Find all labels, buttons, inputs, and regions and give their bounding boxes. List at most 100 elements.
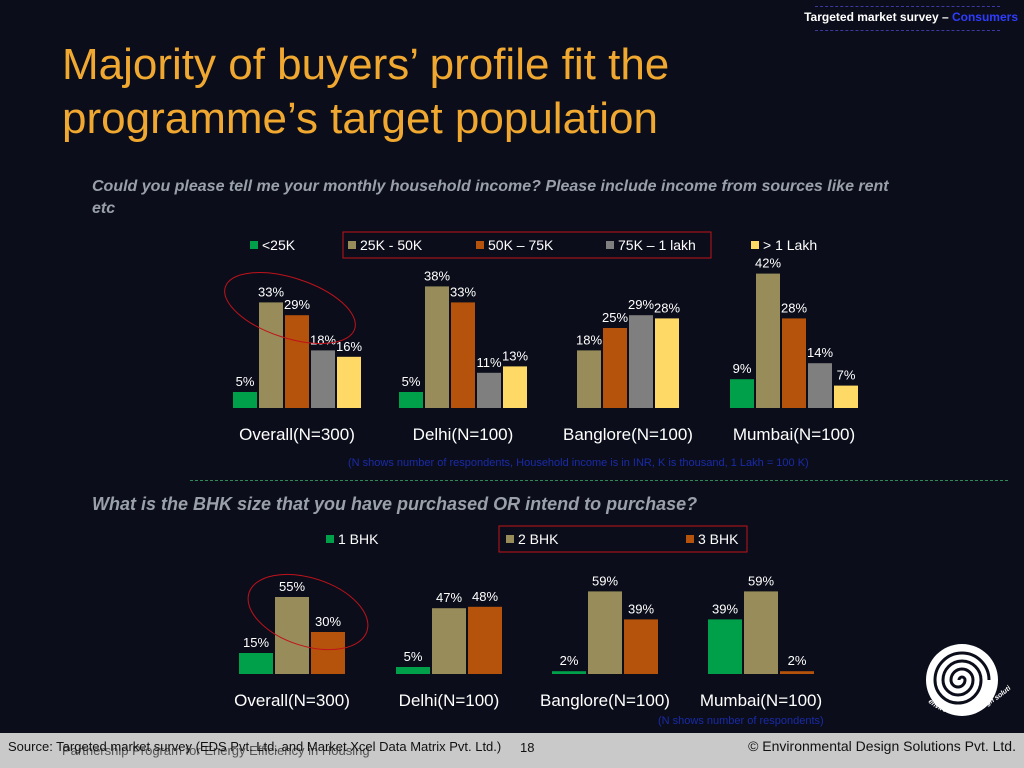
legend-label: 2 BHK <box>518 531 559 547</box>
legend-swatch <box>686 535 694 543</box>
data-label: 29% <box>628 297 654 312</box>
bar <box>624 619 658 674</box>
bar <box>834 385 858 408</box>
section-divider <box>190 480 1008 481</box>
bar <box>780 671 814 674</box>
bar <box>744 591 778 674</box>
legend-label: 3 BHK <box>698 531 739 547</box>
legend-label: > 1 Lakh <box>763 237 817 253</box>
bar <box>588 591 622 674</box>
data-label: 9% <box>733 361 752 376</box>
bar <box>451 302 475 408</box>
category-label: Mumbai(N=100) <box>700 691 822 710</box>
bar <box>233 392 257 408</box>
bar <box>629 315 653 408</box>
data-label: 42% <box>755 256 781 271</box>
data-label: 47% <box>436 590 462 605</box>
bar <box>468 606 502 674</box>
data-label: 30% <box>315 614 341 629</box>
bhk-chart: 1 BHK 2 BHK 3 BHK 15% 55% 30% Overall(N=300) 5%… <box>234 525 822 710</box>
section-tag-prefix: Targeted market survey – <box>804 10 952 24</box>
bar <box>782 318 806 408</box>
category-label: Delhi(N=100) <box>413 425 514 444</box>
data-label: 29% <box>284 297 310 312</box>
legend-label: 75K – 1 lakh <box>618 237 696 253</box>
data-label: 7% <box>837 368 856 383</box>
eds-logo: environmental design solutions <box>920 640 1013 716</box>
data-label: 5% <box>236 374 255 389</box>
data-label: 5% <box>402 374 421 389</box>
bar <box>311 632 345 674</box>
bar <box>756 273 780 408</box>
bar <box>603 328 627 408</box>
income-note: (N shows number of respondents, Househol… <box>348 457 809 469</box>
bar <box>477 372 501 408</box>
bar <box>396 667 430 674</box>
bar <box>503 366 527 408</box>
category-label: Mumbai(N=100) <box>733 425 855 444</box>
data-label: 5% <box>404 649 423 664</box>
footer-program: Partnership Program for Energy Efficienc… <box>62 743 370 758</box>
category-label: Banglore(N=100) <box>563 425 693 444</box>
bar <box>552 671 586 674</box>
bhk-question: What is the BHK size that you have purch… <box>92 494 698 514</box>
data-label: 16% <box>336 339 362 354</box>
data-label: 59% <box>592 573 618 588</box>
legend-label: 25K - 50K <box>360 237 423 253</box>
data-label: 33% <box>450 284 476 299</box>
category-label: Delhi(N=100) <box>399 691 500 710</box>
data-label: 39% <box>712 601 738 616</box>
copyright: © Environmental Design Solutions Pvt. Lt… <box>748 738 1016 754</box>
footer-source: Source: Targeted market survey (EDS Pvt.… <box>8 739 502 754</box>
header-rule-bottom <box>815 30 1000 31</box>
data-label: 39% <box>628 601 654 616</box>
bar <box>708 619 742 674</box>
data-label: 28% <box>781 300 807 315</box>
header-rule-top <box>815 6 1000 7</box>
bar <box>259 302 283 408</box>
data-label: 18% <box>310 332 336 347</box>
legend-swatch <box>476 241 484 249</box>
data-label: 18% <box>576 332 602 347</box>
legend-label: 50K – 75K <box>488 237 554 253</box>
legend-highlight-box <box>498 525 748 553</box>
legend-label: <25K <box>262 237 296 253</box>
bar <box>577 350 601 408</box>
data-label: 25% <box>602 310 628 325</box>
section-tag: Targeted market survey – Consumers <box>804 10 1018 24</box>
legend-swatch <box>751 241 759 249</box>
data-label: 15% <box>243 635 269 650</box>
bar <box>275 597 309 674</box>
data-label: 59% <box>748 573 774 588</box>
bar <box>239 653 273 674</box>
legend-swatch <box>506 535 514 543</box>
highlight-ellipse <box>224 272 356 344</box>
bar <box>425 286 449 408</box>
highlight-ellipse <box>247 573 369 651</box>
legend-swatch <box>606 241 614 249</box>
income-chart: <25K 25K - 50K 50K – 75K 75K – 1 lakh > 1 La… <box>224 231 858 444</box>
category-label: Overall(N=300) <box>234 691 350 710</box>
bar <box>808 363 832 408</box>
legend-label: 1 BHK <box>338 531 379 547</box>
footer-bar: Partnership Program for Energy Efficienc… <box>0 733 1024 768</box>
data-label: 11% <box>476 355 501 370</box>
data-label: 33% <box>258 284 284 299</box>
data-label: 14% <box>807 345 833 360</box>
bhk-note: (N shows number of respondents) <box>658 715 824 727</box>
bar <box>311 350 335 408</box>
section-tag-accent: Consumers <box>951 10 1018 24</box>
bar <box>432 608 466 674</box>
page-number: 18 <box>520 740 535 755</box>
legend-swatch <box>348 241 356 249</box>
data-label: 28% <box>654 300 680 315</box>
data-label: 2% <box>560 653 579 668</box>
bar <box>730 379 754 408</box>
data-label: 13% <box>502 348 528 363</box>
category-label: Banglore(N=100) <box>540 691 670 710</box>
bar <box>285 315 309 408</box>
bar <box>399 392 423 408</box>
slide-title: Majority of buyers’ profile fit the prog… <box>62 40 670 143</box>
bar <box>337 356 361 408</box>
data-label: 2% <box>788 653 807 668</box>
